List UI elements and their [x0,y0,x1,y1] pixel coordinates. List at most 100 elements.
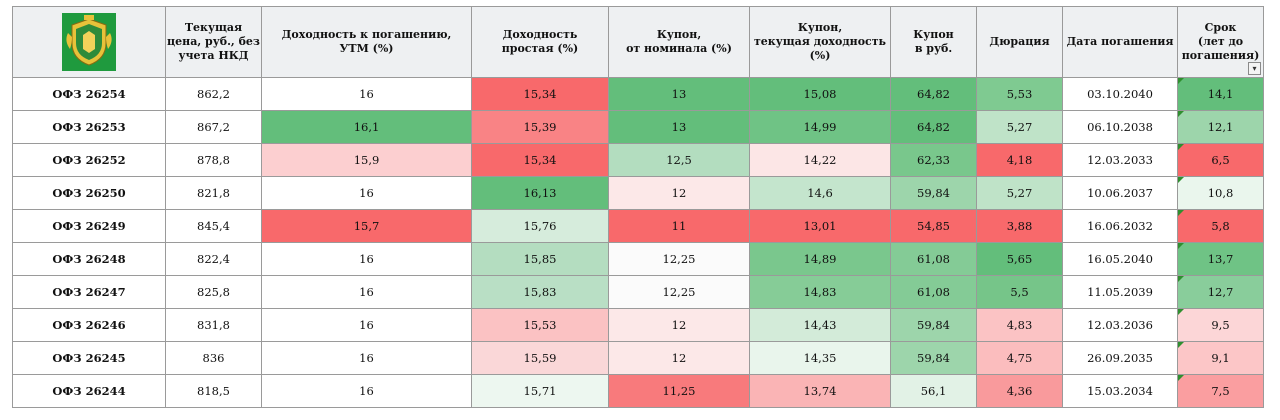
cell-coupon-pct[interactable]: 12,25 [608,275,750,309]
cell-simple-yield[interactable]: 15,71 [471,374,609,408]
header-coupon-current-yield[interactable]: Купон, текущая доходность (%) [749,6,891,78]
table-row[interactable]: ОФЗ 26254 862,2 16 15,34 13 15,08 64,82 5,53 03.… [12,77,1264,111]
cell-simple-yield[interactable]: 16,13 [471,176,609,210]
cell-term[interactable]: 10,8 [1177,176,1264,210]
cell-coupon-rub[interactable]: 59,84 [890,176,977,210]
cell-coupon-rub[interactable]: 59,84 [890,308,977,342]
cell-term[interactable]: 5,8 [1177,209,1264,243]
table-row[interactable]: ОФЗ 26246 831,8 16 15,53 12 14,43 59,84 4,83 12.… [12,308,1264,342]
cell-price[interactable]: 821,8 [165,176,262,210]
cell-simple-yield[interactable]: 15,34 [471,143,609,177]
cell-duration[interactable]: 5,53 [976,77,1063,111]
cell-coupon-pct[interactable]: 12 [608,176,750,210]
cell-ytm[interactable]: 16 [261,374,472,408]
header-price[interactable]: Текущая цена, руб., без учета НКД [165,6,262,78]
cell-duration[interactable]: 5,5 [976,275,1063,309]
cell-ytm[interactable]: 16 [261,77,472,111]
header-coupon-rub[interactable]: Купон в руб. [890,6,977,78]
cell-simple-yield[interactable]: 15,85 [471,242,609,276]
cell-term[interactable]: 14,1 [1177,77,1264,111]
cell-maturity-date[interactable]: 12.03.2036 [1062,308,1178,342]
cell-coupon-pct[interactable]: 12,5 [608,143,750,177]
cell-coupon-pct[interactable]: 13 [608,110,750,144]
cell-duration[interactable]: 4,36 [976,374,1063,408]
cell-coupon-pct[interactable]: 12 [608,308,750,342]
cell-maturity-date[interactable]: 12.03.2033 [1062,143,1178,177]
cell-maturity-date[interactable]: 06.10.2038 [1062,110,1178,144]
cell-coupon-current-yield[interactable]: 14,83 [749,275,891,309]
cell-term[interactable]: 12,7 [1177,275,1264,309]
cell-coupon-pct[interactable]: 12,25 [608,242,750,276]
cell-price[interactable]: 818,5 [165,374,262,408]
cell-coupon-current-yield[interactable]: 14,22 [749,143,891,177]
cell-simple-yield[interactable]: 15,39 [471,110,609,144]
cell-coupon-current-yield[interactable]: 14,99 [749,110,891,144]
cell-price[interactable]: 845,4 [165,209,262,243]
cell-coupon-current-yield[interactable]: 15,08 [749,77,891,111]
cell-term[interactable]: 9,1 [1177,341,1264,375]
cell-coupon-pct[interactable]: 12 [608,341,750,375]
cell-coupon-current-yield[interactable]: 14,35 [749,341,891,375]
header-coupon-pct[interactable]: Купон, от номинала (%) [608,6,750,78]
cell-bond-name[interactable]: ОФЗ 26244 [12,374,166,408]
cell-term[interactable]: 6,5 [1177,143,1264,177]
cell-bond-name[interactable]: ОФЗ 26252 [12,143,166,177]
table-row[interactable]: ОФЗ 26252 878,8 15,9 15,34 12,5 14,22 62,33 4,1… [12,143,1264,177]
cell-coupon-rub[interactable]: 62,33 [890,143,977,177]
cell-coupon-rub[interactable]: 54,85 [890,209,977,243]
cell-coupon-rub[interactable]: 61,08 [890,275,977,309]
cell-ytm[interactable]: 15,7 [261,209,472,243]
cell-coupon-rub[interactable]: 64,82 [890,110,977,144]
filter-dropdown-button[interactable]: ▾ [1248,62,1261,75]
cell-ytm[interactable]: 16 [261,341,472,375]
cell-coupon-current-yield[interactable]: 14,89 [749,242,891,276]
cell-price[interactable]: 822,4 [165,242,262,276]
cell-duration[interactable]: 3,88 [976,209,1063,243]
cell-maturity-date[interactable]: 11.05.2039 [1062,275,1178,309]
cell-coupon-pct[interactable]: 11,25 [608,374,750,408]
cell-price[interactable]: 831,8 [165,308,262,342]
cell-maturity-date[interactable]: 16.06.2032 [1062,209,1178,243]
cell-simple-yield[interactable]: 15,83 [471,275,609,309]
cell-coupon-rub[interactable]: 59,84 [890,341,977,375]
header-term[interactable]: Срок (лет до погашения) ▾ [1177,6,1264,78]
cell-maturity-date[interactable]: 03.10.2040 [1062,77,1178,111]
cell-simple-yield[interactable]: 15,59 [471,341,609,375]
cell-maturity-date[interactable]: 16.05.2040 [1062,242,1178,276]
cell-price[interactable]: 867,2 [165,110,262,144]
cell-coupon-current-yield[interactable]: 14,43 [749,308,891,342]
cell-coupon-current-yield[interactable]: 14,6 [749,176,891,210]
cell-simple-yield[interactable]: 15,53 [471,308,609,342]
cell-bond-name[interactable]: ОФЗ 26245 [12,341,166,375]
cell-price[interactable]: 862,2 [165,77,262,111]
cell-ytm[interactable]: 16 [261,176,472,210]
cell-bond-name[interactable]: ОФЗ 26247 [12,275,166,309]
cell-duration[interactable]: 5,27 [976,176,1063,210]
cell-coupon-rub[interactable]: 61,08 [890,242,977,276]
cell-term[interactable]: 9,5 [1177,308,1264,342]
cell-maturity-date[interactable]: 10.06.2037 [1062,176,1178,210]
table-row[interactable]: ОФЗ 26248 822,4 16 15,85 12,25 14,89 61,08 5,65… [12,242,1264,276]
cell-bond-name[interactable]: ОФЗ 26249 [12,209,166,243]
cell-coupon-pct[interactable]: 13 [608,77,750,111]
cell-ytm[interactable]: 16 [261,275,472,309]
cell-maturity-date[interactable]: 26.09.2035 [1062,341,1178,375]
cell-ytm[interactable]: 15,9 [261,143,472,177]
cell-maturity-date[interactable]: 15.03.2034 [1062,374,1178,408]
table-row[interactable]: ОФЗ 26249 845,4 15,7 15,76 11 13,01 54,85 3,88 1… [12,209,1264,243]
header-ytm[interactable]: Доходность к погашению, УТМ (%) [261,6,472,78]
cell-duration[interactable]: 5,65 [976,242,1063,276]
cell-duration[interactable]: 4,83 [976,308,1063,342]
header-maturity-date[interactable]: Дата погашения [1062,6,1178,78]
cell-simple-yield[interactable]: 15,76 [471,209,609,243]
cell-price[interactable]: 878,8 [165,143,262,177]
cell-bond-name[interactable]: ОФЗ 26254 [12,77,166,111]
cell-term[interactable]: 7,5 [1177,374,1264,408]
cell-duration[interactable]: 4,18 [976,143,1063,177]
cell-term[interactable]: 12,1 [1177,110,1264,144]
table-row[interactable]: ОФЗ 26245 836 16 15,59 12 14,35 59,84 4,75 26.09… [12,341,1264,375]
cell-bond-name[interactable]: ОФЗ 26248 [12,242,166,276]
cell-coupon-pct[interactable]: 11 [608,209,750,243]
header-duration[interactable]: Дюрация [976,6,1063,78]
cell-ytm[interactable]: 16 [261,242,472,276]
